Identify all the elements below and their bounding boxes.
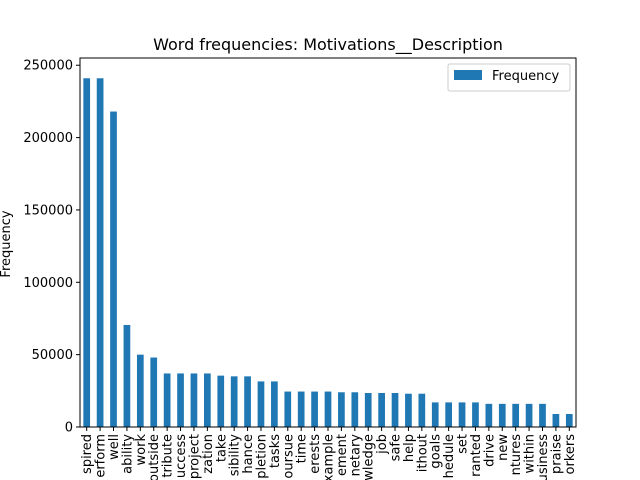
x-tick-label: spired bbox=[80, 434, 95, 474]
bar-goals bbox=[431, 402, 439, 427]
bar-work bbox=[136, 354, 144, 427]
x-tick-label: orkers bbox=[563, 434, 578, 475]
bar-oursue bbox=[284, 391, 292, 427]
x-tick-label: uccess bbox=[174, 434, 189, 478]
legend: Frequency bbox=[447, 63, 571, 92]
bar-orkers bbox=[565, 413, 573, 427]
bar-tribute bbox=[163, 373, 171, 427]
x-tick-label: work bbox=[134, 434, 149, 466]
bar-uccess bbox=[177, 373, 184, 427]
bar-ranted bbox=[472, 402, 479, 427]
bar-job bbox=[378, 392, 385, 427]
x-tick-label: new bbox=[496, 434, 511, 461]
bar-drive bbox=[485, 403, 493, 427]
bar-praise bbox=[552, 413, 560, 427]
x-tick-label: ithout bbox=[415, 434, 430, 472]
y-tick-label: 100000 bbox=[23, 276, 73, 291]
bar-ement bbox=[338, 392, 345, 427]
x-tick-label: erests bbox=[308, 434, 323, 474]
bars-group bbox=[83, 78, 573, 427]
bar-within bbox=[525, 403, 533, 427]
x-tick-label: drive bbox=[482, 434, 497, 467]
x-tick-label: tasks bbox=[268, 434, 283, 468]
y-tick-label: 50000 bbox=[32, 348, 73, 363]
bar-xample bbox=[324, 391, 332, 427]
legend-label: Frequency bbox=[492, 69, 559, 84]
x-tick-label: xample bbox=[322, 434, 337, 480]
bar-time bbox=[297, 391, 305, 427]
plot-frame bbox=[79, 57, 577, 428]
bar-usiness bbox=[539, 403, 546, 427]
x-tick-label: oursue bbox=[281, 434, 296, 479]
bar-new bbox=[498, 403, 506, 427]
y-tick-label: 0 bbox=[65, 421, 73, 436]
legend-swatch bbox=[454, 70, 482, 80]
bar-safe bbox=[391, 392, 399, 427]
y-ticks-group: 0 50000 100000 150000 200000 250000 bbox=[23, 59, 80, 436]
x-tick-label: sibility bbox=[228, 434, 243, 477]
chart-title: Word frequencies: Motivations__Descripti… bbox=[153, 35, 503, 55]
bar-spired bbox=[83, 78, 91, 427]
x-tick-label: pletion bbox=[254, 434, 269, 479]
bar-ability bbox=[123, 324, 131, 427]
x-tick-label: wledge bbox=[362, 434, 377, 480]
bar-tasks bbox=[271, 381, 278, 427]
x-ticks-group: spirederformwellabilityworkoutsidetribut… bbox=[80, 427, 578, 480]
x-tick-label: set bbox=[456, 434, 471, 454]
x-tick-label: erform bbox=[94, 434, 109, 478]
x-tick-label: ability bbox=[120, 434, 135, 474]
x-tick-label: well bbox=[107, 434, 122, 460]
bar-netary bbox=[351, 392, 359, 427]
bar-well bbox=[110, 111, 117, 427]
bar-erests bbox=[311, 391, 318, 427]
bar-zation bbox=[204, 373, 211, 427]
y-tick-label: 200000 bbox=[23, 131, 73, 146]
x-tick-label: time bbox=[295, 434, 310, 463]
bar-set bbox=[458, 402, 466, 427]
x-tick-label: netary bbox=[348, 434, 363, 477]
bar-hance bbox=[244, 376, 251, 427]
bar-help bbox=[405, 393, 412, 427]
bar-project bbox=[190, 373, 198, 427]
y-axis-label: Frequency bbox=[0, 210, 14, 277]
bar-pletion bbox=[257, 381, 265, 427]
x-tick-label: praise bbox=[549, 434, 564, 474]
x-tick-label: hance bbox=[241, 434, 256, 474]
x-tick-label: take bbox=[214, 434, 229, 462]
x-tick-label: job bbox=[375, 434, 390, 455]
bar-take bbox=[217, 375, 225, 427]
bar-ithout bbox=[418, 393, 426, 427]
x-tick-label: project bbox=[187, 434, 202, 479]
bar-hedule bbox=[445, 402, 452, 427]
x-tick-label: goals bbox=[429, 434, 444, 469]
x-tick-label: safe bbox=[389, 434, 404, 461]
bar-outside bbox=[150, 357, 158, 427]
x-tick-label: ntures bbox=[509, 434, 524, 476]
x-tick-label: outside bbox=[147, 434, 162, 480]
y-tick-label: 250000 bbox=[23, 59, 73, 74]
x-tick-label: usiness bbox=[536, 434, 551, 480]
x-tick-label: tribute bbox=[161, 434, 176, 478]
x-tick-label: zation bbox=[201, 434, 216, 474]
bar-ntures bbox=[512, 403, 520, 427]
bar-sibility bbox=[230, 376, 238, 427]
bar-wledge bbox=[364, 392, 372, 427]
x-tick-label: within bbox=[523, 434, 538, 473]
y-tick-label: 150000 bbox=[23, 203, 73, 218]
x-tick-label: help bbox=[402, 434, 417, 462]
bar-erform bbox=[96, 78, 104, 427]
x-tick-label: ranted bbox=[469, 434, 484, 477]
x-tick-label: ement bbox=[335, 434, 350, 476]
x-tick-label: hedule bbox=[442, 434, 457, 478]
